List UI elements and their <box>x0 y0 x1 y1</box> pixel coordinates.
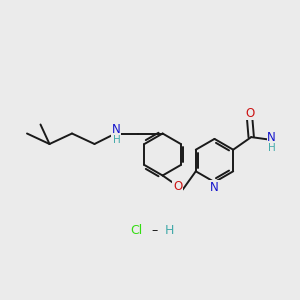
Text: N: N <box>112 123 121 136</box>
Text: N: N <box>267 130 276 144</box>
Text: –: – <box>152 224 158 238</box>
Text: N: N <box>210 181 219 194</box>
Text: O: O <box>245 106 254 120</box>
Text: Cl: Cl <box>130 224 142 238</box>
Text: H: H <box>268 143 275 153</box>
Text: O: O <box>173 179 182 193</box>
Text: H: H <box>112 135 120 145</box>
Text: H: H <box>165 224 174 238</box>
